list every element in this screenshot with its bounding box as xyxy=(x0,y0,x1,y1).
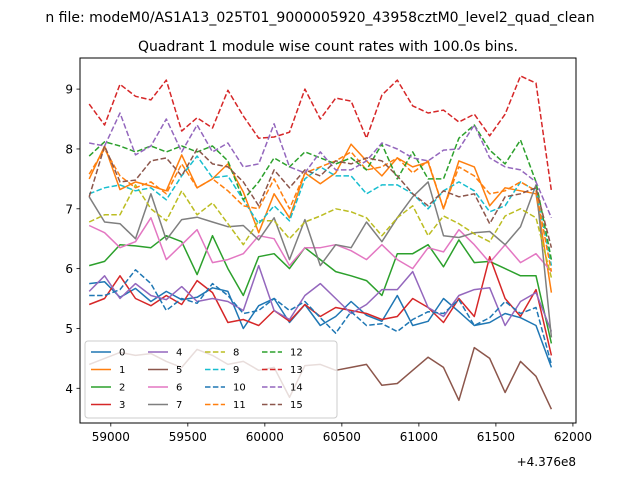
x-tick-label: 60000 xyxy=(246,430,284,444)
legend-label-7: 7 xyxy=(176,400,182,411)
y-tick-label: 8 xyxy=(65,142,73,156)
legend-label-13: 13 xyxy=(290,365,303,376)
x-tick-label: 59000 xyxy=(92,430,130,444)
y-tick-label: 7 xyxy=(65,202,73,216)
x-tick-label: 62000 xyxy=(554,430,592,444)
legend-label-2: 2 xyxy=(119,383,125,394)
legend-label-9: 9 xyxy=(233,365,239,376)
plot-frame xyxy=(79,57,577,424)
series-line-3 xyxy=(88,255,553,356)
x-tick-label: 61000 xyxy=(400,430,438,444)
series-line-4 xyxy=(88,264,553,332)
series-line-2 xyxy=(89,234,553,344)
series-line-11 xyxy=(88,148,553,272)
x-tick-label: 61500 xyxy=(477,430,515,444)
series-line-15 xyxy=(88,145,553,248)
series-line-6 xyxy=(88,217,552,273)
series-line-14 xyxy=(89,112,553,219)
series-line-13 xyxy=(88,75,553,191)
x-offset-label: +4.376e8 xyxy=(517,455,576,469)
y-tick-label: 4 xyxy=(65,382,73,396)
legend-label-10: 10 xyxy=(233,383,246,394)
series-line-0 xyxy=(89,281,553,368)
series-line-8 xyxy=(88,184,553,278)
x-tick-label: 59500 xyxy=(169,430,207,444)
figure-suptitle: n file: modeM0/AS1A13_025T01_9000005920_… xyxy=(45,10,594,26)
legend-label-15: 15 xyxy=(290,400,303,411)
legend-label-12: 12 xyxy=(290,348,303,359)
series-line-1 xyxy=(88,143,553,293)
y-tick-label: 6 xyxy=(65,262,73,276)
legend-label-3: 3 xyxy=(119,400,125,411)
legend-label-1: 1 xyxy=(119,365,125,376)
y-tick-label: 5 xyxy=(65,322,73,336)
legend-label-11: 11 xyxy=(233,400,246,411)
legend-label-4: 4 xyxy=(176,348,182,359)
legend-label-6: 6 xyxy=(176,383,182,394)
y-tick-label: 9 xyxy=(65,83,73,97)
legend-label-8: 8 xyxy=(233,348,239,359)
x-axis: 59000 59500 60000 60500 61000 61500 62000 xyxy=(92,423,592,444)
series-line-12 xyxy=(88,124,553,260)
series-line-9 xyxy=(88,155,553,266)
legend-label-14: 14 xyxy=(290,383,303,394)
series-line-7 xyxy=(88,181,553,338)
x-tick-label: 60500 xyxy=(323,430,361,444)
legend-box xyxy=(84,340,338,419)
legend-label-5: 5 xyxy=(176,365,182,376)
legend-label-0: 0 xyxy=(119,348,125,359)
y-axis: 4 5 6 7 8 9 xyxy=(65,83,80,396)
chart-title: Quadrant 1 module wise count rates with … xyxy=(138,39,518,55)
